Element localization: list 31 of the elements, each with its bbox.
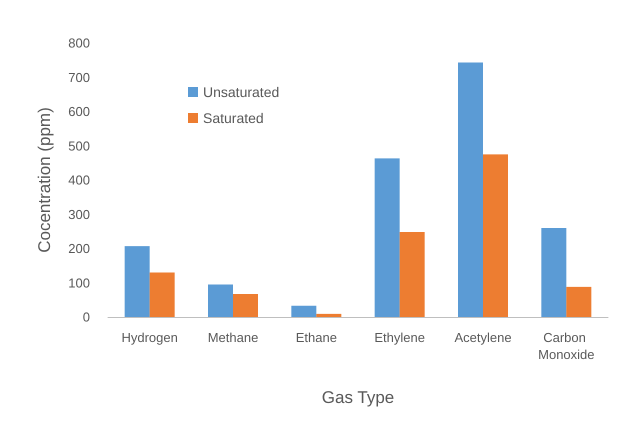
bar	[291, 306, 316, 317]
bar	[374, 158, 400, 317]
y-tick-label: 500	[68, 138, 90, 154]
bar	[566, 286, 592, 317]
bar	[208, 284, 233, 317]
bar	[458, 62, 483, 317]
x-tick-label: Ethane	[296, 330, 337, 345]
x-tick-label: Carbon Monoxide	[538, 330, 595, 362]
legend-label: Saturated	[203, 110, 264, 126]
x-axis-title: Gas Type	[322, 388, 394, 407]
y-tick-label: 300	[68, 206, 90, 222]
y-tick-label: 800	[68, 36, 90, 50]
bar	[316, 314, 342, 317]
x-tick-label: Hydrogen	[121, 330, 178, 345]
bar	[150, 272, 175, 317]
bar	[233, 294, 258, 317]
bar	[124, 246, 150, 317]
y-tick-label: 700	[68, 70, 90, 85]
bar	[483, 154, 508, 317]
y-tick-label: 0	[82, 310, 90, 324]
y-axis-title: Cocentration (ppm)	[35, 107, 54, 253]
y-tick-label: 400	[68, 172, 90, 188]
bar	[400, 232, 425, 317]
x-tick-label: Acetylene	[454, 330, 512, 345]
y-tick-label: 100	[68, 275, 90, 290]
bar	[541, 228, 566, 317]
y-tick-label: 200	[68, 241, 90, 256]
legend-label: Unsaturated	[203, 84, 280, 100]
x-tick-label: Ethylene	[374, 330, 425, 345]
y-tick-label: 600	[68, 104, 90, 119]
x-tick-label: Methane	[208, 330, 258, 345]
